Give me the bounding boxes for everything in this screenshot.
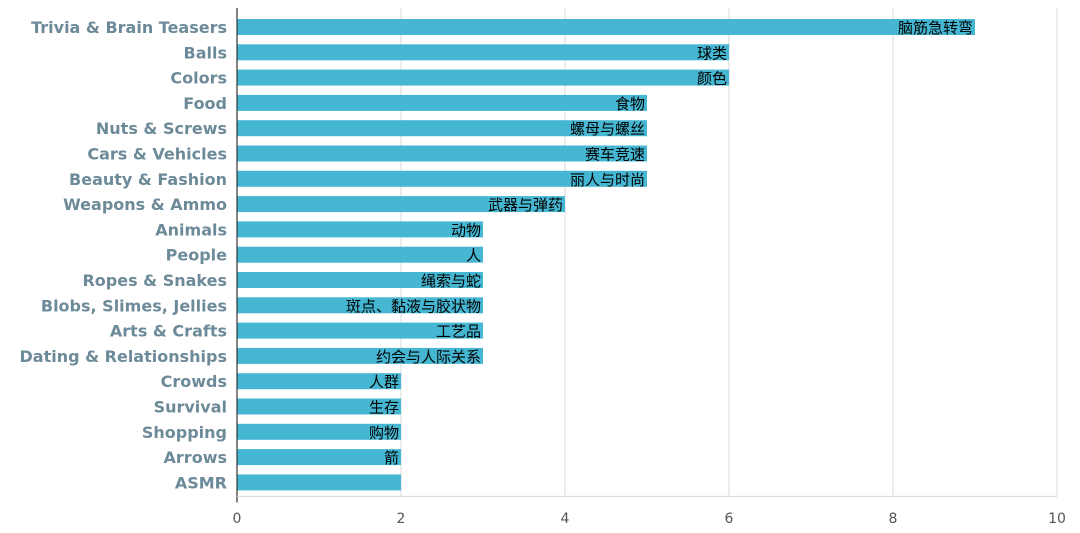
category-label: Trivia & Brain Teasers xyxy=(31,18,227,37)
bar-data-label: 脑筋急转弯 xyxy=(898,19,973,37)
category-label: Ropes & Snakes xyxy=(82,271,227,290)
category-label: Animals xyxy=(155,220,227,239)
bar-data-label: 斑点、黏液与胶状物 xyxy=(346,297,481,315)
bar-data-label: 武器与弹药 xyxy=(488,196,563,214)
bar-data-label: 工艺品 xyxy=(436,323,481,341)
bar-data-label: 箭 xyxy=(384,449,399,467)
category-label: Nuts & Screws xyxy=(96,119,227,138)
bar-data-label: 动物 xyxy=(451,221,481,239)
bar xyxy=(237,246,483,263)
bar xyxy=(237,120,647,137)
category-label: Dating & Relationships xyxy=(20,347,228,366)
bar-data-label: 人群 xyxy=(369,373,399,391)
category-label: Cars & Vehicles xyxy=(87,145,227,164)
bar xyxy=(237,322,483,339)
category-label: Beauty & Fashion xyxy=(69,170,227,189)
bar-data-label: 螺母与螺丝 xyxy=(570,120,645,138)
bar-data-label: 食物 xyxy=(615,95,645,113)
category-label: Crowds xyxy=(161,372,227,391)
bars xyxy=(237,19,975,491)
x-tick-label: 8 xyxy=(889,511,898,527)
axes xyxy=(236,8,1057,503)
bar-data-label: 丽人与时尚 xyxy=(570,171,645,189)
bar-data-label: 人 xyxy=(466,247,481,265)
bar-data-label: 赛车竞速 xyxy=(585,146,645,164)
bar-data-label: 球类 xyxy=(697,44,727,62)
bar xyxy=(237,221,483,238)
bar xyxy=(237,170,647,187)
gridlines xyxy=(400,8,1058,497)
category-label: Weapons & Ammo xyxy=(63,195,227,214)
bar-data-label: 约会与人际关系 xyxy=(376,348,481,366)
bar xyxy=(237,19,975,35)
category-label: Survival xyxy=(154,398,227,417)
bar xyxy=(237,94,647,111)
category-label: ASMR xyxy=(175,473,227,492)
category-label: Arrows xyxy=(164,448,227,467)
bar xyxy=(237,44,729,61)
x-tick-label: 10 xyxy=(1048,511,1066,527)
bar-data-label: 绳索与蛇 xyxy=(421,272,481,290)
bar-data-label: 颜色 xyxy=(697,70,727,88)
category-label: Arts & Crafts xyxy=(110,322,227,341)
bar xyxy=(237,297,483,314)
category-label: Colors xyxy=(170,69,227,88)
category-label: People xyxy=(166,246,228,265)
bar xyxy=(237,347,483,364)
bar xyxy=(237,474,401,491)
category-label: Shopping xyxy=(142,423,227,442)
bar xyxy=(237,196,565,213)
bar xyxy=(237,373,401,390)
bar xyxy=(237,272,483,288)
bar xyxy=(237,423,401,440)
labels: 0 2 4 6 8 10 Trivia & Brain Teasers 脑筋急转弯 Balls 球… xyxy=(20,18,1066,527)
x-tick-label: 6 xyxy=(725,511,734,527)
bar-data-label: 生存 xyxy=(369,399,399,417)
x-tick-label: 0 xyxy=(233,511,242,527)
bar-data-label: 购物 xyxy=(369,424,399,442)
category-label: Blobs, Slimes, Jellies xyxy=(41,296,227,315)
x-tick-label: 2 xyxy=(397,511,406,527)
x-tick-label: 4 xyxy=(561,511,570,527)
category-label: Balls xyxy=(184,43,227,62)
bar xyxy=(237,398,401,415)
category-label: Food xyxy=(183,94,227,113)
bar xyxy=(237,69,729,86)
bar xyxy=(237,145,647,162)
bar xyxy=(237,449,401,466)
